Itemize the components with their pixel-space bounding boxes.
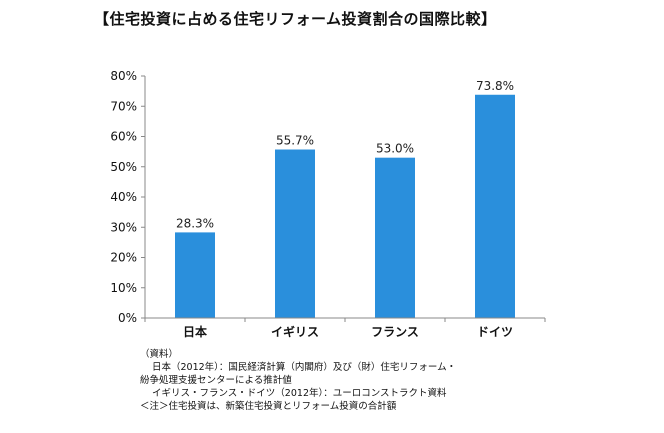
notes-line-japan: 日本（2012年）：国民経済計算（内閣府）及び（財）住宅リフォーム・: [152, 362, 457, 373]
y-tick-label: 0%: [118, 311, 137, 325]
y-tick-label: 70%: [110, 99, 137, 113]
y-axis: 0% 10% 20% 30% 40% 50% 60% 70% 80%: [110, 69, 146, 325]
category-label: ドイツ: [477, 325, 513, 339]
category-label: 日本: [183, 324, 207, 339]
notes-line-europe: イギリス・フランス・ドイツ（2012年）：ユーロコンストラクト資料: [152, 388, 447, 399]
category-label: フランス: [371, 325, 419, 339]
notes-line-note: ＜注＞住宅投資は、新築住宅投資とリフォーム投資の合計額: [140, 401, 397, 412]
notes-line-japan-cont: 紛争処理支援センターによる推計値: [140, 375, 292, 386]
bar: [475, 94, 515, 318]
y-tick-label: 10%: [110, 281, 137, 295]
bar-value-label: 53.0%: [376, 142, 414, 156]
bar-value-label: 73.8%: [476, 79, 514, 93]
bar: [175, 232, 215, 318]
category-label: イギリス: [271, 324, 319, 339]
bar: [275, 149, 315, 318]
bars: 28.3% 55.7% 53.0% 73.8%: [175, 79, 515, 318]
bar-value-label: 28.3%: [176, 216, 214, 230]
bar: [375, 157, 415, 318]
y-tick-label: 60%: [110, 130, 137, 144]
bar-value-label: 55.7%: [276, 134, 314, 148]
source-notes: （資料） 日本（2012年）：国民経済計算（内閣府）及び（財）住宅リフォーム・ …: [140, 348, 456, 413]
y-tick-label: 50%: [110, 160, 137, 174]
y-tick-label: 80%: [110, 69, 137, 83]
y-tick-label: 30%: [110, 220, 137, 234]
y-tick-label: 40%: [110, 190, 137, 204]
x-axis: 日本 イギリス フランス ドイツ: [144, 317, 546, 339]
chart-title: 【住宅投資に占める住宅リフォーム投資割合の国際比較】: [94, 10, 497, 28]
notes-heading: （資料）: [140, 349, 179, 360]
y-tick-label: 20%: [110, 251, 137, 265]
